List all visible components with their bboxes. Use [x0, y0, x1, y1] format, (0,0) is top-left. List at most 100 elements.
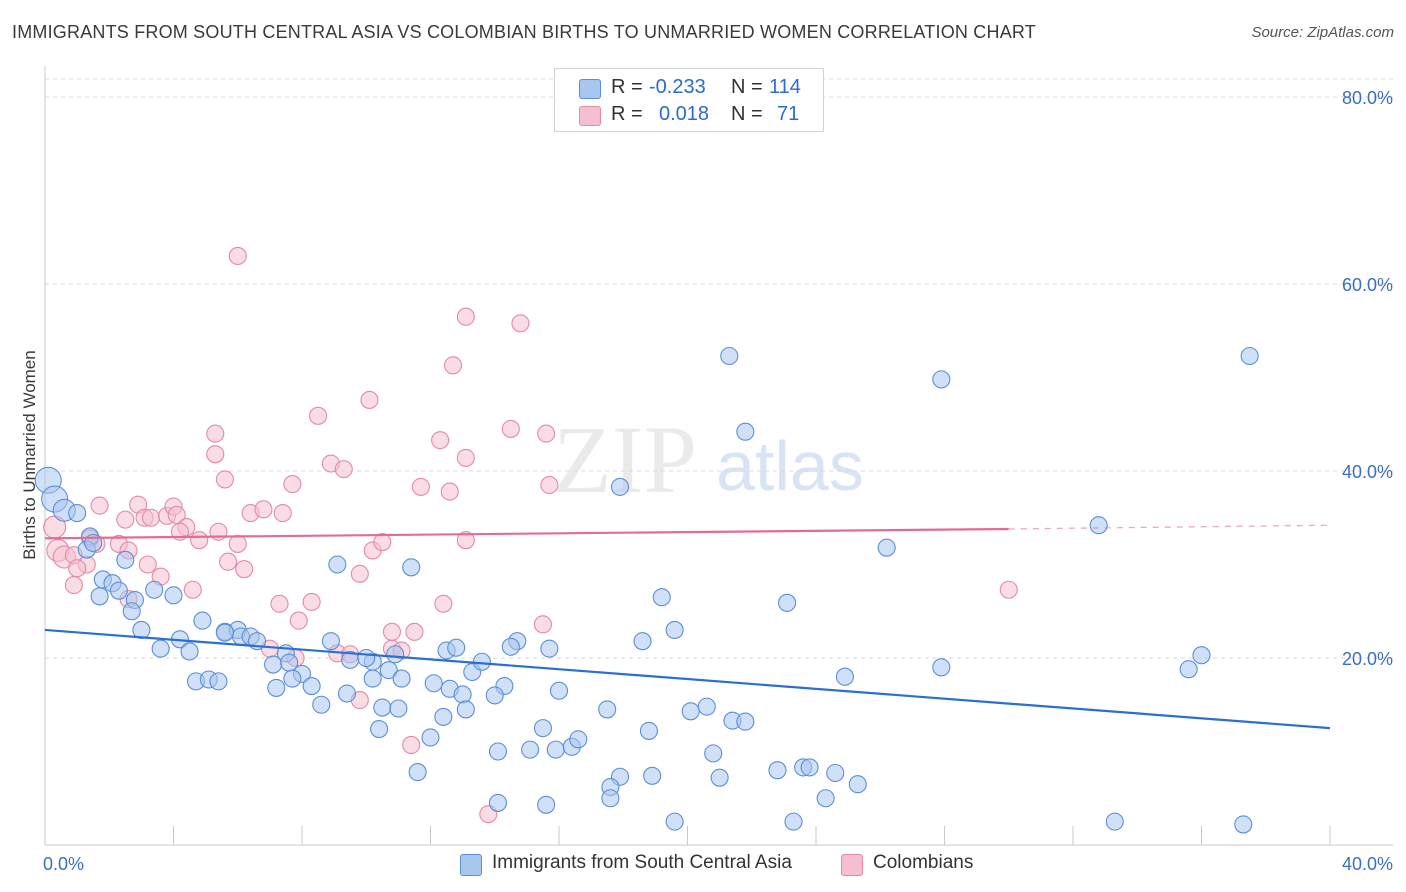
trend-line-pink: [44, 527, 1009, 540]
south-central-asia-point: [1192, 646, 1211, 665]
south-central-asia-point: [421, 728, 440, 747]
legend-n-value: 71: [777, 103, 800, 125]
colombians-point: [183, 580, 202, 599]
south-central-asia-point: [643, 766, 662, 785]
series-label-pink: Colombians: [873, 852, 974, 873]
y-tick-label: 80.0%: [1342, 88, 1393, 108]
south-central-asia-point: [665, 620, 684, 640]
south-central-asia-point: [704, 744, 723, 763]
south-central-asia-point: [697, 697, 716, 716]
trend-lines: [44, 524, 1331, 730]
south-central-asia-point: [932, 370, 951, 389]
colombians-point: [219, 552, 238, 571]
south-central-asia-point: [90, 587, 109, 606]
south-central-asia-point: [456, 700, 475, 719]
colombians-point: [443, 356, 463, 375]
axis-labels: 20.0% 40.0% 60.0% 80.0% 0.0% 40.0% Births to U…: [20, 88, 1393, 874]
south-central-asia-point: [521, 740, 540, 759]
south-central-asia-point: [379, 661, 398, 680]
colombians-point: [537, 424, 556, 443]
south-central-asia-point: [665, 812, 684, 831]
south-central-asia-point: [549, 681, 569, 700]
colombians-points: [43, 246, 1018, 824]
colombians-point: [283, 475, 302, 494]
south-central-asia-point: [778, 593, 797, 612]
y-tick-label: 40.0%: [1342, 462, 1393, 482]
trend-line-blue: [44, 628, 1331, 730]
trend-line-pink-dashed: [1008, 524, 1331, 530]
south-central-asia-point: [1089, 516, 1108, 535]
series-label-blue: Immigrants from South Central Asia: [492, 852, 792, 873]
south-central-asia-point: [546, 740, 565, 759]
south-central-asia-point: [633, 632, 652, 651]
south-central-asia-point: [302, 676, 321, 696]
south-central-asia-point: [681, 702, 700, 721]
colombians-point: [64, 576, 83, 595]
south-central-asia-point: [488, 793, 508, 812]
south-central-asia-point: [601, 789, 620, 808]
south-central-asia-point: [164, 586, 183, 605]
colombians-point: [334, 460, 353, 479]
colombians-point: [273, 504, 292, 523]
x-tick-label-max: 40.0%: [1342, 854, 1393, 874]
south-central-asia-point: [835, 667, 854, 686]
colombians-point: [190, 531, 209, 550]
colombians-point: [68, 559, 87, 578]
south-central-asia-point: [370, 720, 389, 739]
south-central-asia-point: [267, 678, 286, 697]
south-central-asia-point: [386, 645, 405, 664]
south-central-asia-point: [1234, 815, 1253, 834]
south-central-asia-point: [389, 699, 408, 718]
south-central-asia-point: [424, 674, 443, 693]
colombians-point: [431, 431, 450, 450]
x-tick-label-min: 0.0%: [43, 854, 84, 874]
y-tick-label: 60.0%: [1342, 275, 1393, 295]
south-central-asia-point: [122, 602, 141, 621]
colombians-point: [411, 477, 430, 496]
y-tick-label: 20.0%: [1342, 649, 1393, 669]
south-central-asia-point: [337, 684, 357, 703]
south-central-asia-point: [472, 652, 491, 671]
south-central-asia-point: [264, 655, 283, 674]
south-central-asia-point: [610, 477, 630, 496]
colombians-point: [302, 592, 321, 611]
colombians-point: [289, 611, 308, 630]
colombians-point: [138, 555, 157, 574]
colombians-point: [456, 448, 475, 467]
south-central-asia-point: [1179, 660, 1198, 679]
south-central-asia-point: [540, 639, 559, 658]
colombians-point: [456, 307, 475, 326]
colombians-point: [90, 496, 109, 515]
colombians-point: [206, 445, 225, 464]
colombians-point: [373, 533, 392, 552]
south-central-asia-point: [328, 555, 347, 574]
legend-n-value: 114: [769, 76, 801, 98]
south-central-asia-point: [215, 623, 234, 642]
south-central-asia-point: [736, 422, 755, 441]
south-central-asia-point: [363, 669, 382, 688]
south-central-asia-point: [209, 672, 228, 691]
south-central-asia-point: [312, 695, 331, 714]
colombians-point: [360, 390, 379, 409]
south-central-asia-point: [321, 632, 340, 651]
colombians-point: [270, 594, 289, 613]
south-central-asia-point: [652, 588, 671, 607]
south-central-asia-point: [848, 775, 867, 794]
south-central-asia-point: [402, 558, 421, 577]
colombians-point: [116, 510, 135, 529]
south-central-asia-point: [447, 638, 466, 657]
legend-r-label: R =: [611, 103, 643, 125]
south-central-asia-point: [877, 538, 896, 557]
watermark-atlas: atlas: [716, 427, 864, 505]
south-central-asia-point: [598, 700, 617, 719]
series-swatch-blue: [460, 854, 482, 876]
legend-r-value: -0.233: [649, 76, 706, 98]
south-central-asia-point: [488, 742, 508, 761]
colombians-point: [533, 615, 552, 634]
colombians-point: [228, 246, 247, 265]
south-central-asia-point: [283, 669, 302, 688]
south-central-asia-point: [434, 707, 453, 726]
south-central-asia-point: [537, 795, 556, 814]
watermark: ZIP atlas: [553, 406, 864, 513]
